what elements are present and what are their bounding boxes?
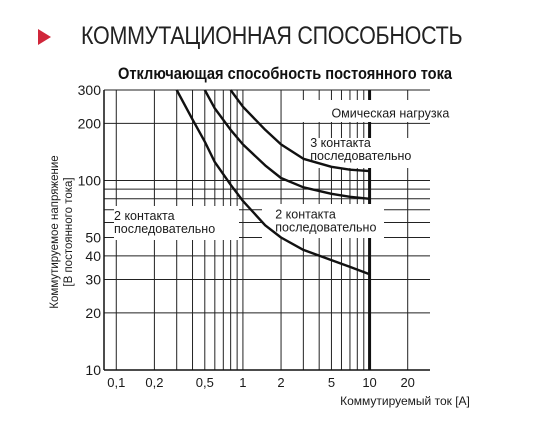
annotation-label: последовательно bbox=[275, 220, 376, 234]
curve-series-1 bbox=[175, 89, 371, 276]
y-axis-label-line: [В постоянного тока] bbox=[63, 177, 75, 286]
x-tick-label: 0,1 bbox=[107, 375, 125, 390]
y-axis-label-line: Коммутируемое напряжение bbox=[49, 155, 61, 308]
y-tick-label: 200 bbox=[78, 115, 102, 131]
y-axis-label: Коммутируемое напряжение [В постоянного т… bbox=[49, 155, 75, 308]
x-tick-label: 0,2 bbox=[145, 375, 163, 390]
x-tick-label: 0,5 bbox=[196, 375, 214, 390]
annotation-label: последовательно bbox=[310, 149, 411, 163]
section-header: КОММУТАЦИОННАЯ СПОСОБНОСТЬ bbox=[38, 22, 525, 51]
x-tick-label: 2 bbox=[277, 375, 284, 390]
annotation-label: Омическая нагрузка bbox=[331, 106, 449, 120]
annotation-label: 2 контакта bbox=[275, 207, 336, 221]
y-tick-label: 20 bbox=[85, 305, 101, 321]
curve-series-2 bbox=[203, 89, 370, 200]
y-tick-label: 30 bbox=[85, 272, 101, 288]
annotation-background bbox=[305, 138, 427, 168]
arrow-bullet-icon bbox=[38, 28, 51, 45]
chart-title: Отключающая способность постоянного тока bbox=[118, 64, 453, 83]
curve-series-3 bbox=[229, 89, 370, 173]
annotation-background bbox=[114, 206, 239, 240]
annotation-label: последовательно bbox=[114, 222, 215, 236]
x-tick-label: 20 bbox=[400, 375, 414, 390]
y-tick-label: 10 bbox=[85, 362, 101, 378]
annotation-background bbox=[290, 100, 430, 122]
annotation-label: 3 контакта bbox=[310, 136, 371, 150]
y-tick-label: 300 bbox=[78, 82, 102, 98]
x-tick-label: 10 bbox=[362, 375, 376, 390]
x-tick-label: 5 bbox=[328, 375, 335, 390]
section-title: КОММУТАЦИОННАЯ СПОСОБНОСТЬ bbox=[81, 22, 463, 50]
x-axis-label: Коммутируемый ток [А] bbox=[340, 394, 470, 408]
y-tick-label: 100 bbox=[78, 172, 102, 188]
annotation-background bbox=[262, 204, 384, 238]
y-tick-label: 40 bbox=[85, 248, 101, 264]
x-tick-label: 1 bbox=[239, 375, 246, 390]
y-tick-label: 50 bbox=[85, 230, 101, 246]
annotation-label: 2 контакта bbox=[114, 209, 175, 223]
